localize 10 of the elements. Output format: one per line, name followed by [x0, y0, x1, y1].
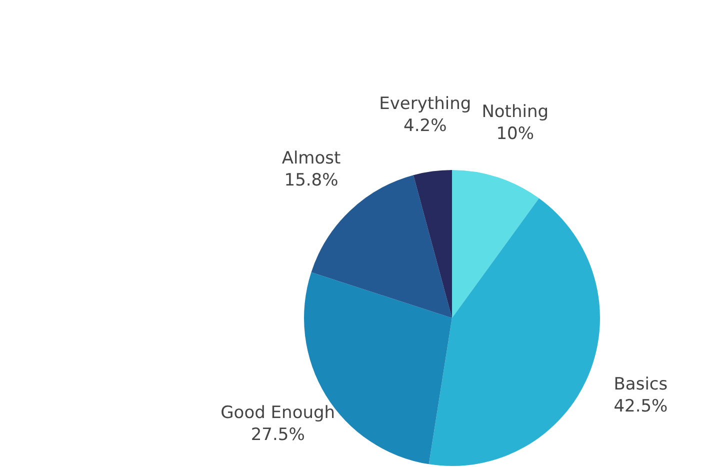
slice-label: Good Enough [220, 403, 336, 424]
data-label: 42.5% [614, 396, 668, 417]
slice-label: Nothing [482, 102, 549, 122]
data-label: 27.5% [250, 425, 305, 446]
slice-label: Almost [282, 148, 342, 168]
data-label: 15.8% [284, 170, 338, 190]
slice-label: Basics [614, 374, 668, 395]
data-label: 10% [496, 124, 534, 144]
slice-label: Everything [379, 94, 472, 114]
data-label: 4.2% [404, 116, 447, 136]
